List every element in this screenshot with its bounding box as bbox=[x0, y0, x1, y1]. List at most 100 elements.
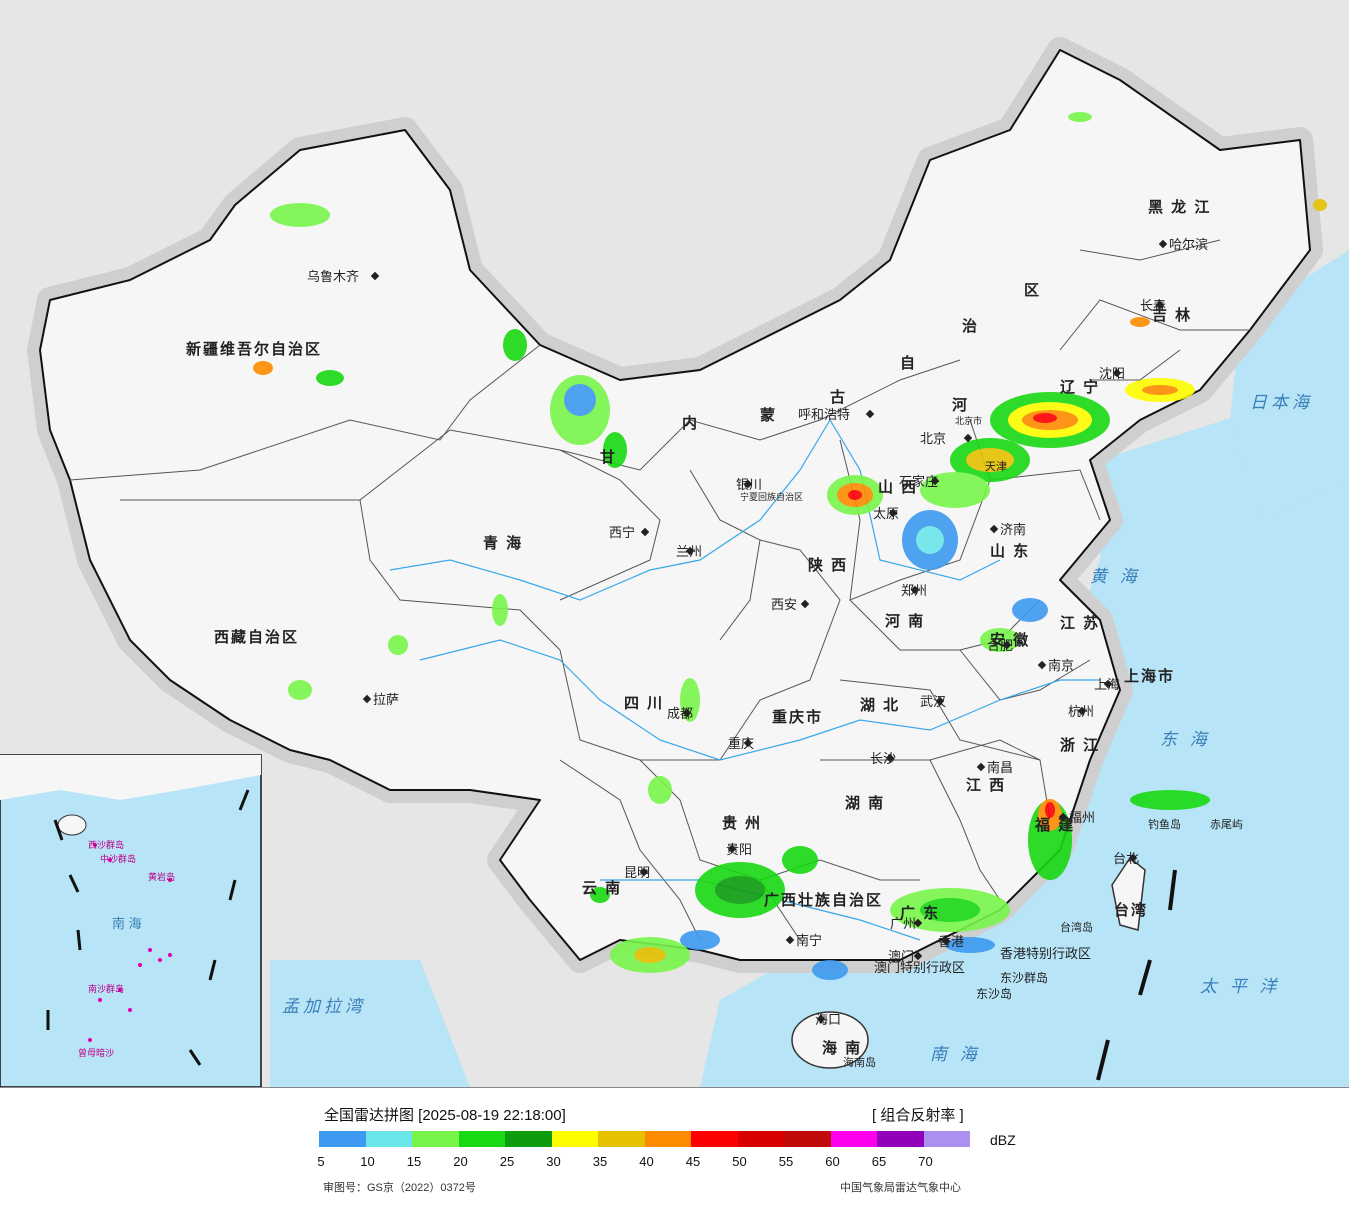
city-dot-icon bbox=[1128, 853, 1138, 863]
city-marker[interactable]: 台北 bbox=[1113, 851, 1139, 866]
inset-label-zhongsha: 中沙群岛 bbox=[100, 853, 136, 864]
province-label-neimenggu-0: 内 bbox=[682, 414, 699, 432]
province-label-neimenggu-2: 古 bbox=[830, 388, 847, 406]
city-marker[interactable]: 合肥 bbox=[987, 638, 1013, 653]
city-marker[interactable]: 成都 bbox=[667, 706, 693, 721]
city-marker[interactable]: 沈阳 bbox=[1099, 366, 1125, 381]
sea-label-south: 南 海 bbox=[930, 1045, 981, 1064]
city-label: 澳门 bbox=[888, 949, 914, 964]
color-swatch bbox=[458, 1131, 505, 1147]
taiwan-island-shape bbox=[1111, 856, 1146, 931]
province-label-hebei: 河 bbox=[952, 396, 969, 414]
city-dot-icon bbox=[1058, 812, 1068, 822]
city-marker[interactable]: 香港 bbox=[938, 934, 964, 949]
city-marker[interactable]: 银川 bbox=[736, 477, 762, 492]
place-label-chiwei: 赤尾屿 bbox=[1210, 818, 1243, 831]
city-marker[interactable]: 上海 bbox=[1094, 677, 1120, 692]
city-marker[interactable]: 武汉 bbox=[920, 694, 946, 709]
city-dot-icon bbox=[362, 694, 372, 704]
city-marker[interactable]: 昆明 bbox=[624, 865, 650, 880]
city-label: 兰州 bbox=[676, 544, 702, 559]
city-dot-icon bbox=[682, 708, 692, 718]
city-dot-icon bbox=[1037, 660, 1047, 670]
province-label-hunan: 湖 南 bbox=[845, 794, 885, 812]
province-label-liaoning: 辽 宁 bbox=[1060, 378, 1100, 396]
sea-label-japan: 日本海 bbox=[1250, 393, 1313, 412]
province-label-qinghai: 青 海 bbox=[483, 534, 523, 552]
city-label: 北京 bbox=[920, 431, 946, 446]
province-label-xizang: 西藏自治区 bbox=[214, 628, 299, 646]
city-marker[interactable]: 南昌 bbox=[976, 760, 1013, 775]
place-label-dongsha: 东沙群岛 bbox=[1000, 970, 1048, 985]
city-marker[interactable]: 南京 bbox=[1037, 658, 1074, 673]
sea-label-pacific: 太 平 洋 bbox=[1200, 977, 1280, 996]
city-marker[interactable]: 福州 bbox=[1058, 810, 1095, 825]
city-dot-icon bbox=[976, 762, 986, 772]
map-canvas: 新疆维吾尔自治区 西藏自治区 青 海 甘 内 蒙 古 自 治 区 黑 龙 江 吉… bbox=[0, 37, 1349, 1087]
inset-label-huangyan: 黄岩岛 bbox=[148, 871, 175, 882]
city-dot-icon bbox=[743, 738, 753, 748]
city-marker[interactable]: 太原 bbox=[873, 506, 899, 521]
inset-label-nansha: 南沙群岛 bbox=[88, 983, 124, 994]
legend-panel: 全国雷达拼图 [2025-08-19 22:18:00] [ 组合反射率 ] 5… bbox=[0, 1088, 1349, 1208]
city-label: 石家庄 bbox=[899, 474, 938, 489]
city-marker[interactable]: 呼和浩特 bbox=[798, 407, 875, 422]
city-label: 西宁 bbox=[609, 525, 635, 540]
city-label: 沈阳 bbox=[1099, 366, 1125, 381]
city-dot-icon bbox=[727, 844, 737, 854]
city-dot-icon bbox=[888, 508, 898, 518]
maritime-dashes bbox=[1096, 869, 1177, 1081]
color-bar bbox=[319, 1131, 970, 1147]
province-label-xinjiang: 新疆维吾尔自治区 bbox=[186, 340, 322, 358]
city-marker[interactable]: 长春 bbox=[1140, 298, 1166, 313]
legend-tick: 15 bbox=[406, 1154, 422, 1169]
city-marker[interactable]: 兰州 bbox=[676, 544, 702, 559]
city-label: 济南 bbox=[1000, 522, 1026, 537]
city-dot-icon bbox=[640, 527, 650, 537]
sea-label-yellow: 黄 海 bbox=[1090, 567, 1141, 586]
city-marker[interactable]: 重庆 bbox=[728, 736, 754, 751]
province-label-guangdong: 广 东 bbox=[900, 904, 940, 922]
color-swatch bbox=[598, 1131, 645, 1147]
city-label: 乌鲁木齐 bbox=[307, 269, 359, 284]
city-label: 广州 bbox=[890, 916, 916, 931]
city-marker[interactable]: 杭州 bbox=[1068, 704, 1094, 719]
city-marker[interactable]: 石家庄 bbox=[899, 474, 940, 489]
place-label-hk-sar: 香港特别行政区 bbox=[1000, 946, 1091, 961]
city-marker[interactable]: 济南 bbox=[989, 522, 1026, 537]
province-label-hainan: 海 南 bbox=[822, 1039, 862, 1057]
province-label-heilongjiang: 黑 龙 江 bbox=[1148, 198, 1211, 216]
city-label: 银川 bbox=[736, 477, 762, 492]
city-dot-icon bbox=[910, 585, 920, 595]
legend-product: [ 组合反射率 ] bbox=[872, 1107, 964, 1124]
city-marker[interactable]: 北京 bbox=[920, 431, 973, 446]
city-dot-icon bbox=[1077, 706, 1087, 716]
city-marker[interactable]: 南宁 bbox=[785, 933, 822, 948]
province-labels: 新疆维吾尔自治区 西藏自治区 青 海 甘 内 蒙 古 自 治 区 黑 龙 江 吉… bbox=[186, 198, 1211, 1057]
province-label-neimenggu-1: 蒙 bbox=[760, 406, 777, 424]
inset-label-zengmu: 曾母暗沙 bbox=[78, 1047, 114, 1058]
city-label: 福州 bbox=[1069, 810, 1095, 825]
city-marker[interactable]: 澳门 bbox=[888, 949, 923, 964]
city-marker[interactable]: 郑州 bbox=[901, 583, 927, 598]
city-dot-icon bbox=[913, 918, 923, 928]
radar-map[interactable]: 新疆维吾尔自治区 西藏自治区 青 海 甘 内 蒙 古 自 治 区 黑 龙 江 吉… bbox=[0, 0, 1349, 1088]
city-marker[interactable]: 西宁 bbox=[609, 525, 650, 540]
city-marker[interactable]: 广州 bbox=[890, 916, 923, 931]
echo-gansu bbox=[550, 375, 627, 468]
city-marker[interactable]: 西安 bbox=[771, 597, 810, 612]
city-marker[interactable]: 贵阳 bbox=[726, 842, 752, 857]
province-label-jiangxi: 江 西 bbox=[966, 776, 1006, 794]
city-marker[interactable]: 拉萨 bbox=[362, 692, 399, 707]
color-swatch bbox=[365, 1131, 412, 1147]
city-dot-icon bbox=[370, 271, 380, 281]
city-label: 南宁 bbox=[796, 933, 822, 948]
bengal-bay bbox=[270, 960, 470, 1087]
city-dot-icon bbox=[885, 753, 895, 763]
color-swatch bbox=[551, 1131, 598, 1147]
city-marker[interactable]: 长沙 bbox=[870, 751, 896, 766]
city-marker[interactable]: 乌鲁木齐 bbox=[307, 269, 380, 284]
city-marker[interactable]: 海口 bbox=[815, 1012, 841, 1027]
place-labels: 香港特别行政区 澳门特别行政区 东沙群岛 东沙岛 台湾岛 海南岛 钓鱼岛 赤尾屿 bbox=[843, 817, 1243, 1069]
